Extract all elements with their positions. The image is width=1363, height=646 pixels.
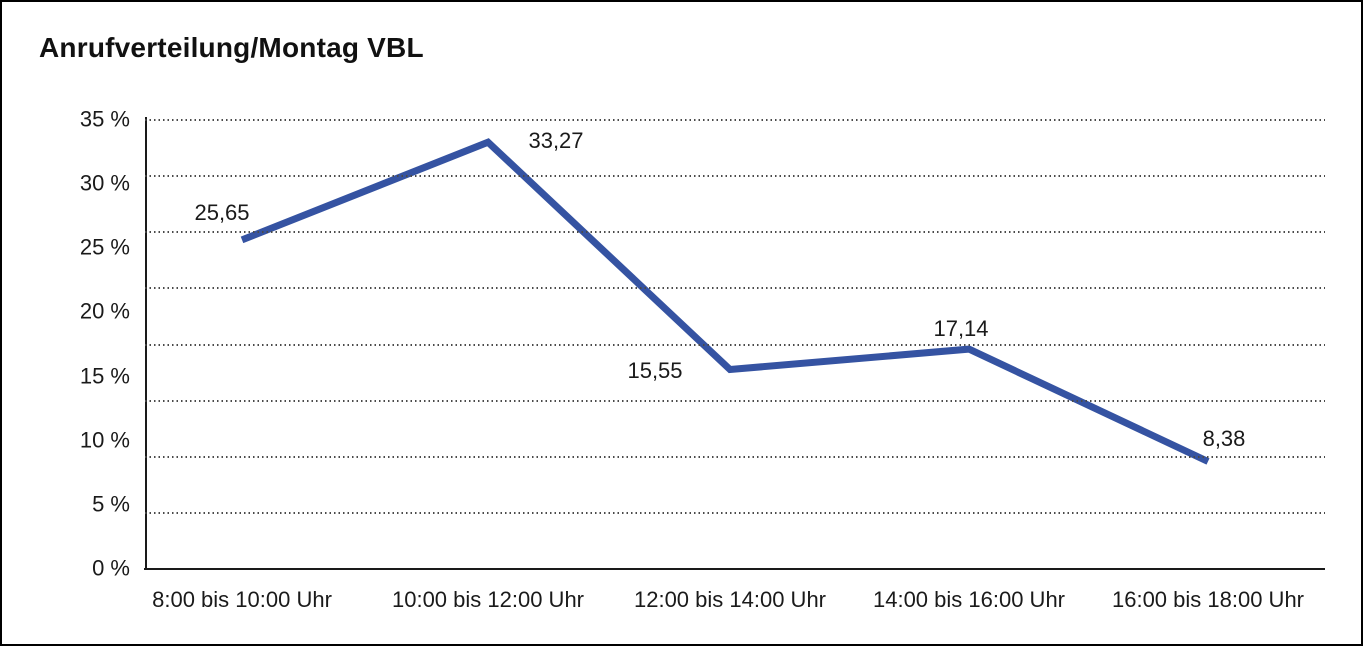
x-axis-category-label: 10:00 bis 12:00 Uhr [391, 587, 585, 612]
x-axis-line [144, 568, 1325, 570]
gridline [145, 399, 1325, 402]
gridline [145, 287, 1325, 290]
y-axis-tick-label: 20 % [79, 298, 130, 324]
y-axis-tick-label: 10 % [79, 427, 130, 453]
gridline [145, 175, 1325, 178]
data-point-label: 17,14 [933, 316, 989, 342]
data-point-label: 15,55 [627, 357, 683, 383]
gridline [145, 343, 1325, 346]
y-axis-tick-label: 15 % [79, 363, 130, 389]
y-axis-tick-label: 35 % [79, 106, 130, 132]
gridline [145, 231, 1325, 234]
data-point-label: 33,27 [528, 128, 584, 154]
y-axis-tick-label: 30 % [79, 170, 130, 196]
gridline [145, 119, 1325, 121]
x-axis-category-label: 12:00 bis 14:00 Uhr [633, 587, 827, 612]
x-axis-category-label: 8:00 bis 10:00 Uhr [152, 587, 332, 612]
gridline [145, 511, 1325, 514]
chart-title: Anrufverteilung/Montag VBL [39, 32, 424, 63]
y-axis-tick-label: 0 % [92, 555, 130, 581]
gridline [145, 455, 1325, 458]
y-axis-tick-label: 5 % [92, 491, 130, 517]
data-point-label: 25,65 [194, 199, 250, 225]
data-point-label: 8,38 [1202, 426, 1246, 452]
trend-line [240, 138, 1210, 465]
x-axis-category-label: 16:00 bis 18:00 Uhr [1111, 587, 1305, 612]
x-axis-category-label: 14:00 bis 16:00 Uhr [872, 587, 1066, 612]
y-axis-tick-label: 25 % [79, 234, 130, 260]
